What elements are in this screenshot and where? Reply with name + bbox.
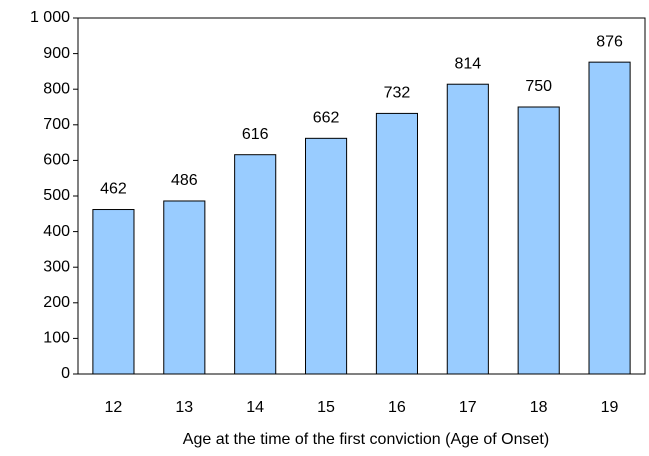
bar — [163, 200, 206, 375]
x-tick-label: 16 — [388, 399, 406, 416]
bar — [375, 112, 418, 375]
x-tick-label: 17 — [459, 399, 477, 416]
bar — [517, 106, 560, 375]
y-tick-label: 200 — [43, 294, 70, 311]
y-tick-label: 1 000 — [30, 9, 70, 26]
y-tick-label: 400 — [43, 223, 70, 240]
y-tick-label: 300 — [43, 258, 70, 275]
bar — [588, 61, 631, 375]
x-tick-label: 14 — [246, 399, 264, 416]
bar — [234, 154, 277, 375]
data-label: 732 — [384, 85, 411, 102]
y-tick-label: 100 — [43, 330, 70, 347]
bar — [92, 209, 135, 375]
bar — [446, 83, 489, 375]
y-tick-label: 700 — [43, 116, 70, 133]
bar — [305, 137, 348, 375]
data-label: 662 — [313, 110, 340, 127]
x-tick-label: 18 — [530, 399, 548, 416]
data-label: 616 — [242, 126, 269, 143]
y-tick-label: 800 — [43, 80, 70, 97]
data-label: 462 — [100, 181, 127, 198]
y-tick-label: 900 — [43, 45, 70, 62]
data-label: 486 — [171, 172, 198, 189]
x-tick-label: 15 — [317, 399, 335, 416]
y-tick-label: 600 — [43, 152, 70, 169]
x-tick-label: 12 — [105, 399, 123, 416]
plot-area — [77, 17, 646, 375]
data-label: 814 — [454, 55, 481, 72]
y-tick-label: 500 — [43, 187, 70, 204]
x-tick-label: 19 — [601, 399, 619, 416]
y-tick-label: 0 — [61, 365, 70, 382]
x-axis-title: Age at the time of the first conviction … — [183, 431, 549, 448]
x-tick-label: 13 — [175, 399, 193, 416]
data-label: 876 — [596, 33, 623, 50]
data-label: 750 — [525, 78, 552, 95]
